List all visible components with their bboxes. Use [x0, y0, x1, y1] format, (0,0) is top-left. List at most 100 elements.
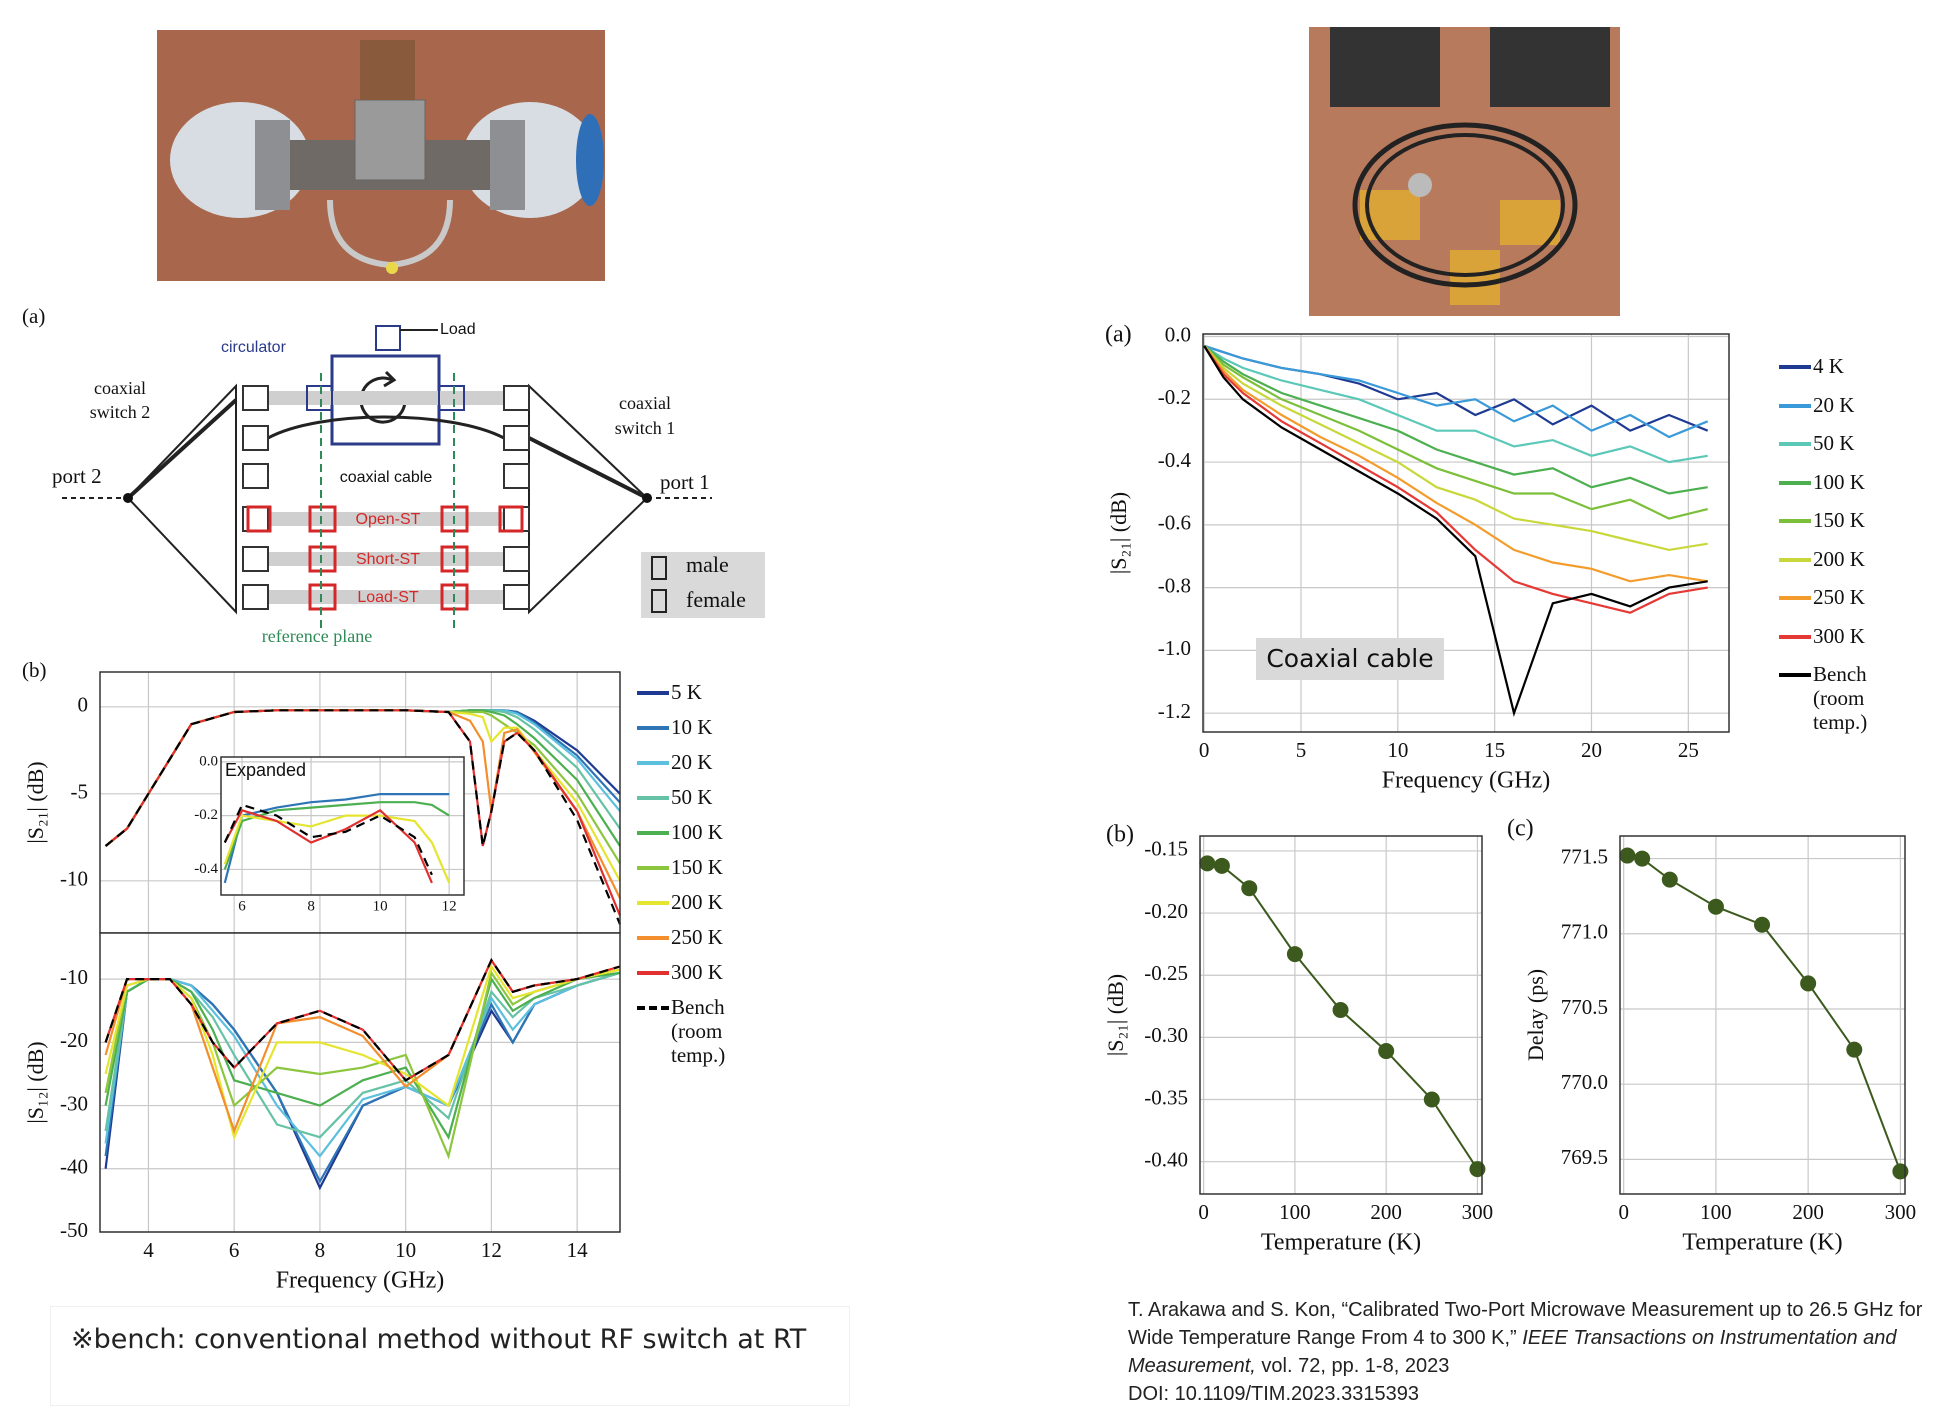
- legend-swatch: [637, 971, 669, 975]
- diagram-label: Load-ST: [357, 589, 419, 606]
- diagram-label: Load: [440, 321, 476, 338]
- legend: 5 K10 K20 K50 K100 K150 K200 K250 K300 K…: [637, 680, 781, 1030]
- legend-label: 100 K: [1813, 470, 1923, 494]
- y-tick-label: -10: [60, 965, 88, 989]
- y-tick-label: -5: [71, 780, 89, 804]
- data-point: [1754, 917, 1770, 933]
- y-axis-title: |S₂₁| (dB): [1103, 974, 1128, 1056]
- note: ※bench: conventional method without RF s…: [50, 1306, 850, 1406]
- x-tick-label: 4: [143, 1238, 154, 1262]
- x-tick-label: 300: [1462, 1200, 1494, 1224]
- data-point: [1634, 851, 1650, 867]
- legend-item: 20 K: [1779, 393, 1923, 432]
- x-axis-title: Frequency (GHz): [1382, 768, 1551, 794]
- legend-item: 300 K: [1779, 624, 1923, 663]
- x-tick-label: 6: [238, 898, 246, 914]
- data-point: [1214, 858, 1230, 874]
- y-tick-label: -0.4: [1158, 448, 1192, 472]
- data-point: [1287, 946, 1303, 962]
- data-point: [1662, 872, 1678, 888]
- x-axis-title: Temperature (K): [1682, 1230, 1842, 1256]
- y-tick-label: 0: [78, 693, 89, 717]
- x-tick-label: 25: [1678, 738, 1699, 762]
- legend-item: 50 K: [1779, 431, 1923, 470]
- legend-item: 150 K: [637, 855, 781, 890]
- x-tick-label: 8: [307, 898, 315, 914]
- diagram-label: port 2: [52, 464, 102, 488]
- figure: (a) circulator Load coaxial switch 2 coa…: [0, 0, 1951, 1413]
- legend-item: 5 K: [637, 680, 781, 715]
- legend-label: Bench (room temp.): [1813, 662, 1923, 734]
- photo-switch-assembly: [157, 30, 605, 281]
- y-tick-label: -0.4: [194, 861, 218, 877]
- legend-label: 150 K: [671, 855, 781, 879]
- diagram-label: switch 1: [615, 418, 676, 438]
- diagram-label: Short-ST: [356, 551, 420, 568]
- legend-swatch: [637, 936, 669, 940]
- y-tick-label: -0.30: [1144, 1023, 1188, 1047]
- x-tick-label: 200: [1370, 1200, 1402, 1224]
- legend-swatch: [1779, 635, 1811, 639]
- legend-item: 300 K: [637, 960, 781, 995]
- diagram-label: reference plane: [262, 626, 372, 646]
- citation-doi: DOI: 10.1109/TIM.2023.3315393: [1128, 1383, 1419, 1405]
- legend-swatch: [637, 831, 669, 835]
- panel-label: (b): [1106, 822, 1134, 848]
- legend-label: 250 K: [671, 925, 781, 949]
- x-tick-label: 0: [1199, 738, 1210, 762]
- y-tick-label: -0.6: [1158, 511, 1191, 535]
- legend-item: 20 K: [637, 750, 781, 785]
- x-tick-label: 200: [1792, 1200, 1824, 1224]
- diagram-label: circulator: [221, 339, 287, 356]
- y-tick-label: -1.2: [1158, 699, 1191, 723]
- y-tick-label: -10: [60, 867, 88, 891]
- y-tick-label: -0.2: [194, 807, 218, 823]
- legend-swatch: [1779, 558, 1811, 562]
- x-tick-label: 0: [1618, 1200, 1629, 1224]
- legend-item: 100 K: [637, 820, 781, 855]
- data-point: [1378, 1043, 1394, 1059]
- x-tick-label: 6: [229, 1238, 240, 1262]
- y-axis-title: |S₂₁| (dB): [1106, 492, 1131, 574]
- legend-item: 100 K: [1779, 470, 1923, 509]
- diagram-label: coaxial: [94, 378, 146, 398]
- y-axis-title: |S₂₁| (dB): [23, 761, 48, 843]
- legend-swatch: [1779, 404, 1811, 408]
- y-tick-label: -0.40: [1144, 1147, 1188, 1171]
- legend-label: 300 K: [1813, 624, 1923, 648]
- legend-label: 4 K: [1813, 354, 1923, 378]
- diagram-label: female: [686, 587, 746, 612]
- legend-item: 50 K: [637, 785, 781, 820]
- panel-label: (a): [22, 304, 45, 328]
- y-tick-label: -1.0: [1158, 636, 1191, 660]
- port-node: [123, 493, 133, 503]
- data-point: [1846, 1042, 1862, 1058]
- citation: T. Arakawa and S. Kon, “Calibrated Two-P…: [1128, 1296, 1948, 1408]
- data-point: [1333, 1002, 1349, 1018]
- legend-item: 200 K: [637, 890, 781, 925]
- legend-label: 50 K: [1813, 431, 1923, 455]
- data-point: [1424, 1092, 1440, 1108]
- legend-item: 250 K: [637, 925, 781, 960]
- y-tick-label: 0.0: [1165, 322, 1191, 346]
- legend-label: 150 K: [1813, 508, 1923, 532]
- x-tick-label: 10: [1387, 738, 1408, 762]
- x-tick-label: 100: [1279, 1200, 1311, 1224]
- annotation: Coaxial cable: [1266, 644, 1433, 673]
- diagram-label: coaxial: [619, 393, 671, 413]
- legend-swatch: [1779, 673, 1811, 677]
- legend-label: 5 K: [671, 680, 781, 704]
- legend-swatch: [637, 866, 669, 870]
- legend-swatch: [1779, 596, 1811, 600]
- panel-label: (a): [1105, 322, 1132, 348]
- legend-label: 300 K: [671, 960, 781, 984]
- y-tick-label: -0.25: [1144, 961, 1188, 985]
- y-axis-title: |S₁₂| (dB): [23, 1041, 48, 1123]
- y-tick-label: 771.0: [1561, 920, 1608, 944]
- legend-label: 20 K: [1813, 393, 1923, 417]
- x-axis-title: Temperature (K): [1261, 1230, 1421, 1256]
- y-tick-label: -0.35: [1144, 1085, 1188, 1109]
- plot-area: [1620, 836, 1905, 1194]
- legend-swatch: [1779, 519, 1811, 523]
